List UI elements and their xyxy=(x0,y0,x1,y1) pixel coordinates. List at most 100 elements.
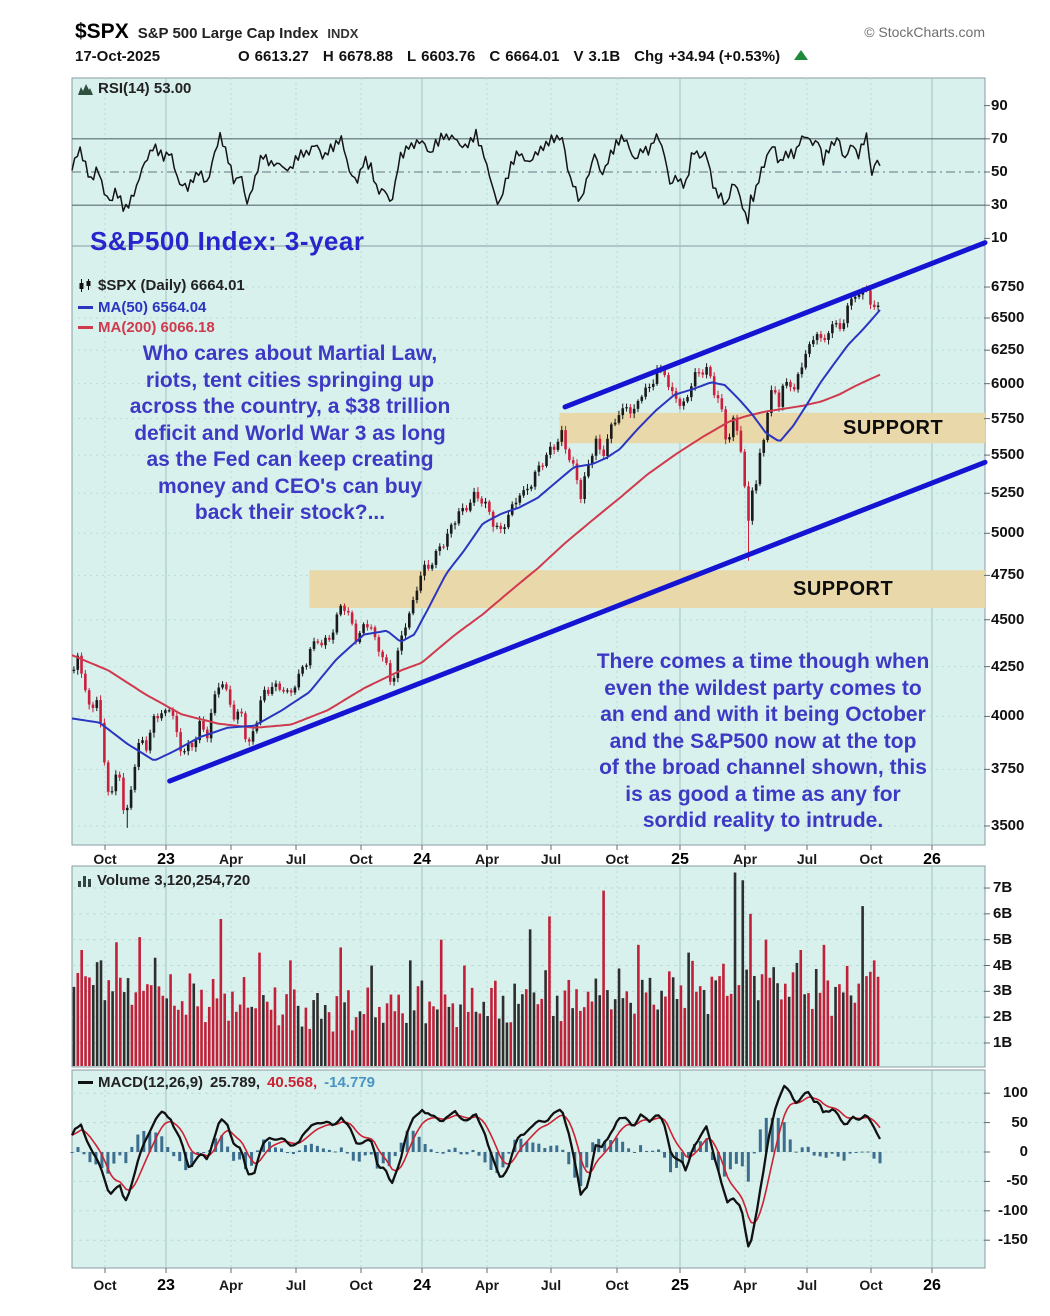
annotation-line: sordid reality to intrude. xyxy=(642,809,884,832)
annotation-line: across the country, a $38 trillion xyxy=(129,395,451,418)
x-axis-label-apr: Apr xyxy=(218,1277,244,1293)
open-label: O xyxy=(238,48,250,65)
high-label: H xyxy=(322,48,334,65)
annotation-line: of the broad channel shown, this xyxy=(599,756,927,779)
high-value: 6678.88 xyxy=(338,48,393,65)
x-axis-label-26: 26 xyxy=(923,1277,941,1294)
x-axis-label-jul: Jul xyxy=(285,851,307,867)
annotation-line: riots, tent cities springing up xyxy=(145,368,435,392)
ticker-symbol: $SPX xyxy=(75,20,129,43)
price-legend: $SPX (Daily) 6664.01 xyxy=(78,277,245,294)
volume-legend: Volume 3,120,254,720 xyxy=(78,872,250,889)
rsi-axis-label: 50 xyxy=(991,163,1008,180)
volume-value: 3.1B xyxy=(588,48,621,65)
annotation-line: deficit and World War 3 as long xyxy=(134,421,446,445)
price-axis-label: 4250 xyxy=(991,657,1025,675)
volume-axis-label: 1B xyxy=(993,1034,1013,1051)
volume-axis-label: 5B xyxy=(993,930,1013,948)
price-axis-label: 6750 xyxy=(991,278,1025,296)
close-value: 6664.01 xyxy=(505,48,560,65)
x-axis-label-oct: Oct xyxy=(859,1277,883,1293)
price-axis-label: 5500 xyxy=(991,446,1025,464)
volume-axis-label: 4B xyxy=(993,956,1013,974)
ticker-name: S&P 500 Large Cap Index xyxy=(137,25,319,42)
volume-axis-label: 2B xyxy=(993,1008,1013,1026)
macd-line-icon xyxy=(78,1081,93,1084)
macd-axis-label: -150 xyxy=(997,1231,1028,1249)
ma200-line-icon xyxy=(78,326,93,329)
price-axis-label: 5000 xyxy=(991,524,1025,542)
macd-legend-name: MACD(12,26,9) xyxy=(98,1074,204,1091)
x-axis-label-apr: Apr xyxy=(732,851,758,867)
header-row-1: $SPX S&P 500 Large Cap Index INDX xyxy=(75,20,358,44)
x-axis-label-24: 24 xyxy=(413,851,431,868)
x-axis-label-apr: Apr xyxy=(474,1277,500,1293)
annotation-line: as the Fed can keep creating xyxy=(146,448,434,471)
volume-axis-label: 6B xyxy=(993,904,1013,922)
x-axis-label-oct: Oct xyxy=(859,851,883,867)
x-axis-label-24: 24 xyxy=(413,1277,431,1294)
change-value: +34.94 (+0.53%) xyxy=(668,48,781,65)
annotation-text-1: Who cares about Martial Law, riots, tent … xyxy=(78,341,502,527)
price-axis-label: 6500 xyxy=(991,308,1025,326)
annotation-line: an end and with it being October xyxy=(600,703,926,726)
annotation-line: even the wildest party comes to xyxy=(604,676,922,700)
macd-value: 25.789, xyxy=(210,1074,261,1091)
ma200-legend-label: MA(200) 6066.18 xyxy=(98,319,215,336)
price-axis-label: 6250 xyxy=(991,341,1025,359)
x-axis-label-oct: Oct xyxy=(349,851,373,867)
price-axis-label: 5250 xyxy=(991,484,1025,502)
chart-title: S&P500 Index: 3-year xyxy=(90,226,365,256)
x-axis-label-oct: Oct xyxy=(605,851,629,867)
macd-axis-label: -50 xyxy=(1006,1172,1028,1190)
quote-date: 17-Oct-2025 xyxy=(75,48,161,65)
macd-axis-label: -100 xyxy=(997,1201,1028,1219)
rsi-axis-label: 70 xyxy=(991,129,1008,147)
ma50-legend-label: MA(50) 6564.04 xyxy=(98,299,207,316)
price-axis-label: 3750 xyxy=(991,760,1025,778)
macd-axis-label: 50 xyxy=(1011,1113,1028,1131)
x-axis-label-oct: Oct xyxy=(605,1277,629,1293)
open-value: 6613.27 xyxy=(254,48,309,65)
price-legend-label: $SPX (Daily) 6664.01 xyxy=(98,277,245,294)
rsi-indicator-icon xyxy=(78,83,93,95)
annotation-line: is as good a time as any for xyxy=(625,782,901,806)
volume-axis-label: 7B xyxy=(993,879,1013,897)
ticker-exchange: INDX xyxy=(327,26,359,41)
annotation-line: money and CEO's can buy xyxy=(157,474,423,498)
low-value: 6603.76 xyxy=(421,48,476,65)
annotation-line: and the S&P500 now at the top xyxy=(609,729,917,753)
support-label-2: SUPPORT xyxy=(793,578,894,600)
price-axis-label: 4000 xyxy=(991,707,1025,725)
price-axis-label: 4750 xyxy=(991,566,1025,584)
x-axis-label-25: 25 xyxy=(671,851,689,868)
rsi-axis-label: 30 xyxy=(991,196,1008,214)
x-axis-label-jul: Jul xyxy=(285,1277,307,1293)
price-axis-label: 6000 xyxy=(991,374,1025,392)
price-axis-label: 3500 xyxy=(991,816,1025,834)
ma50-line-icon xyxy=(78,306,93,309)
x-axis-label-jul: Jul xyxy=(796,851,818,867)
x-axis-label-23: 23 xyxy=(157,851,175,868)
rsi-legend-label: RSI(14) 53.00 xyxy=(98,80,192,97)
annotation-line: There comes a time though when xyxy=(596,650,930,673)
price-axis-label: 4500 xyxy=(991,610,1025,628)
volume-label: V xyxy=(573,48,584,65)
support-label-1: SUPPORT xyxy=(843,417,944,439)
price-axis-label: 5750 xyxy=(991,409,1025,427)
ma50-legend: MA(50) 6564.04 xyxy=(78,299,206,316)
rsi-legend: RSI(14) 53.00 xyxy=(78,80,191,97)
x-axis-label-26: 26 xyxy=(923,851,941,868)
x-axis-label-25: 25 xyxy=(671,1277,689,1294)
x-axis-label-apr: Apr xyxy=(474,851,500,867)
quote-row: 17-Oct-2025 O 6613.27 H 6678.88 L 6603.7… xyxy=(75,48,809,65)
macd-histogram-value: -14.779 xyxy=(324,1074,375,1091)
x-axis-label-apr: Apr xyxy=(732,1277,758,1293)
macd-axis-label: 100 xyxy=(1002,1084,1028,1102)
volume-bars-icon xyxy=(78,875,92,887)
candlestick-icon xyxy=(78,279,93,292)
macd-legend: MACD(12,26,9) 25.789, 40.568, -14.779 xyxy=(78,1074,375,1091)
rsi-axis-label: 10 xyxy=(991,229,1008,247)
